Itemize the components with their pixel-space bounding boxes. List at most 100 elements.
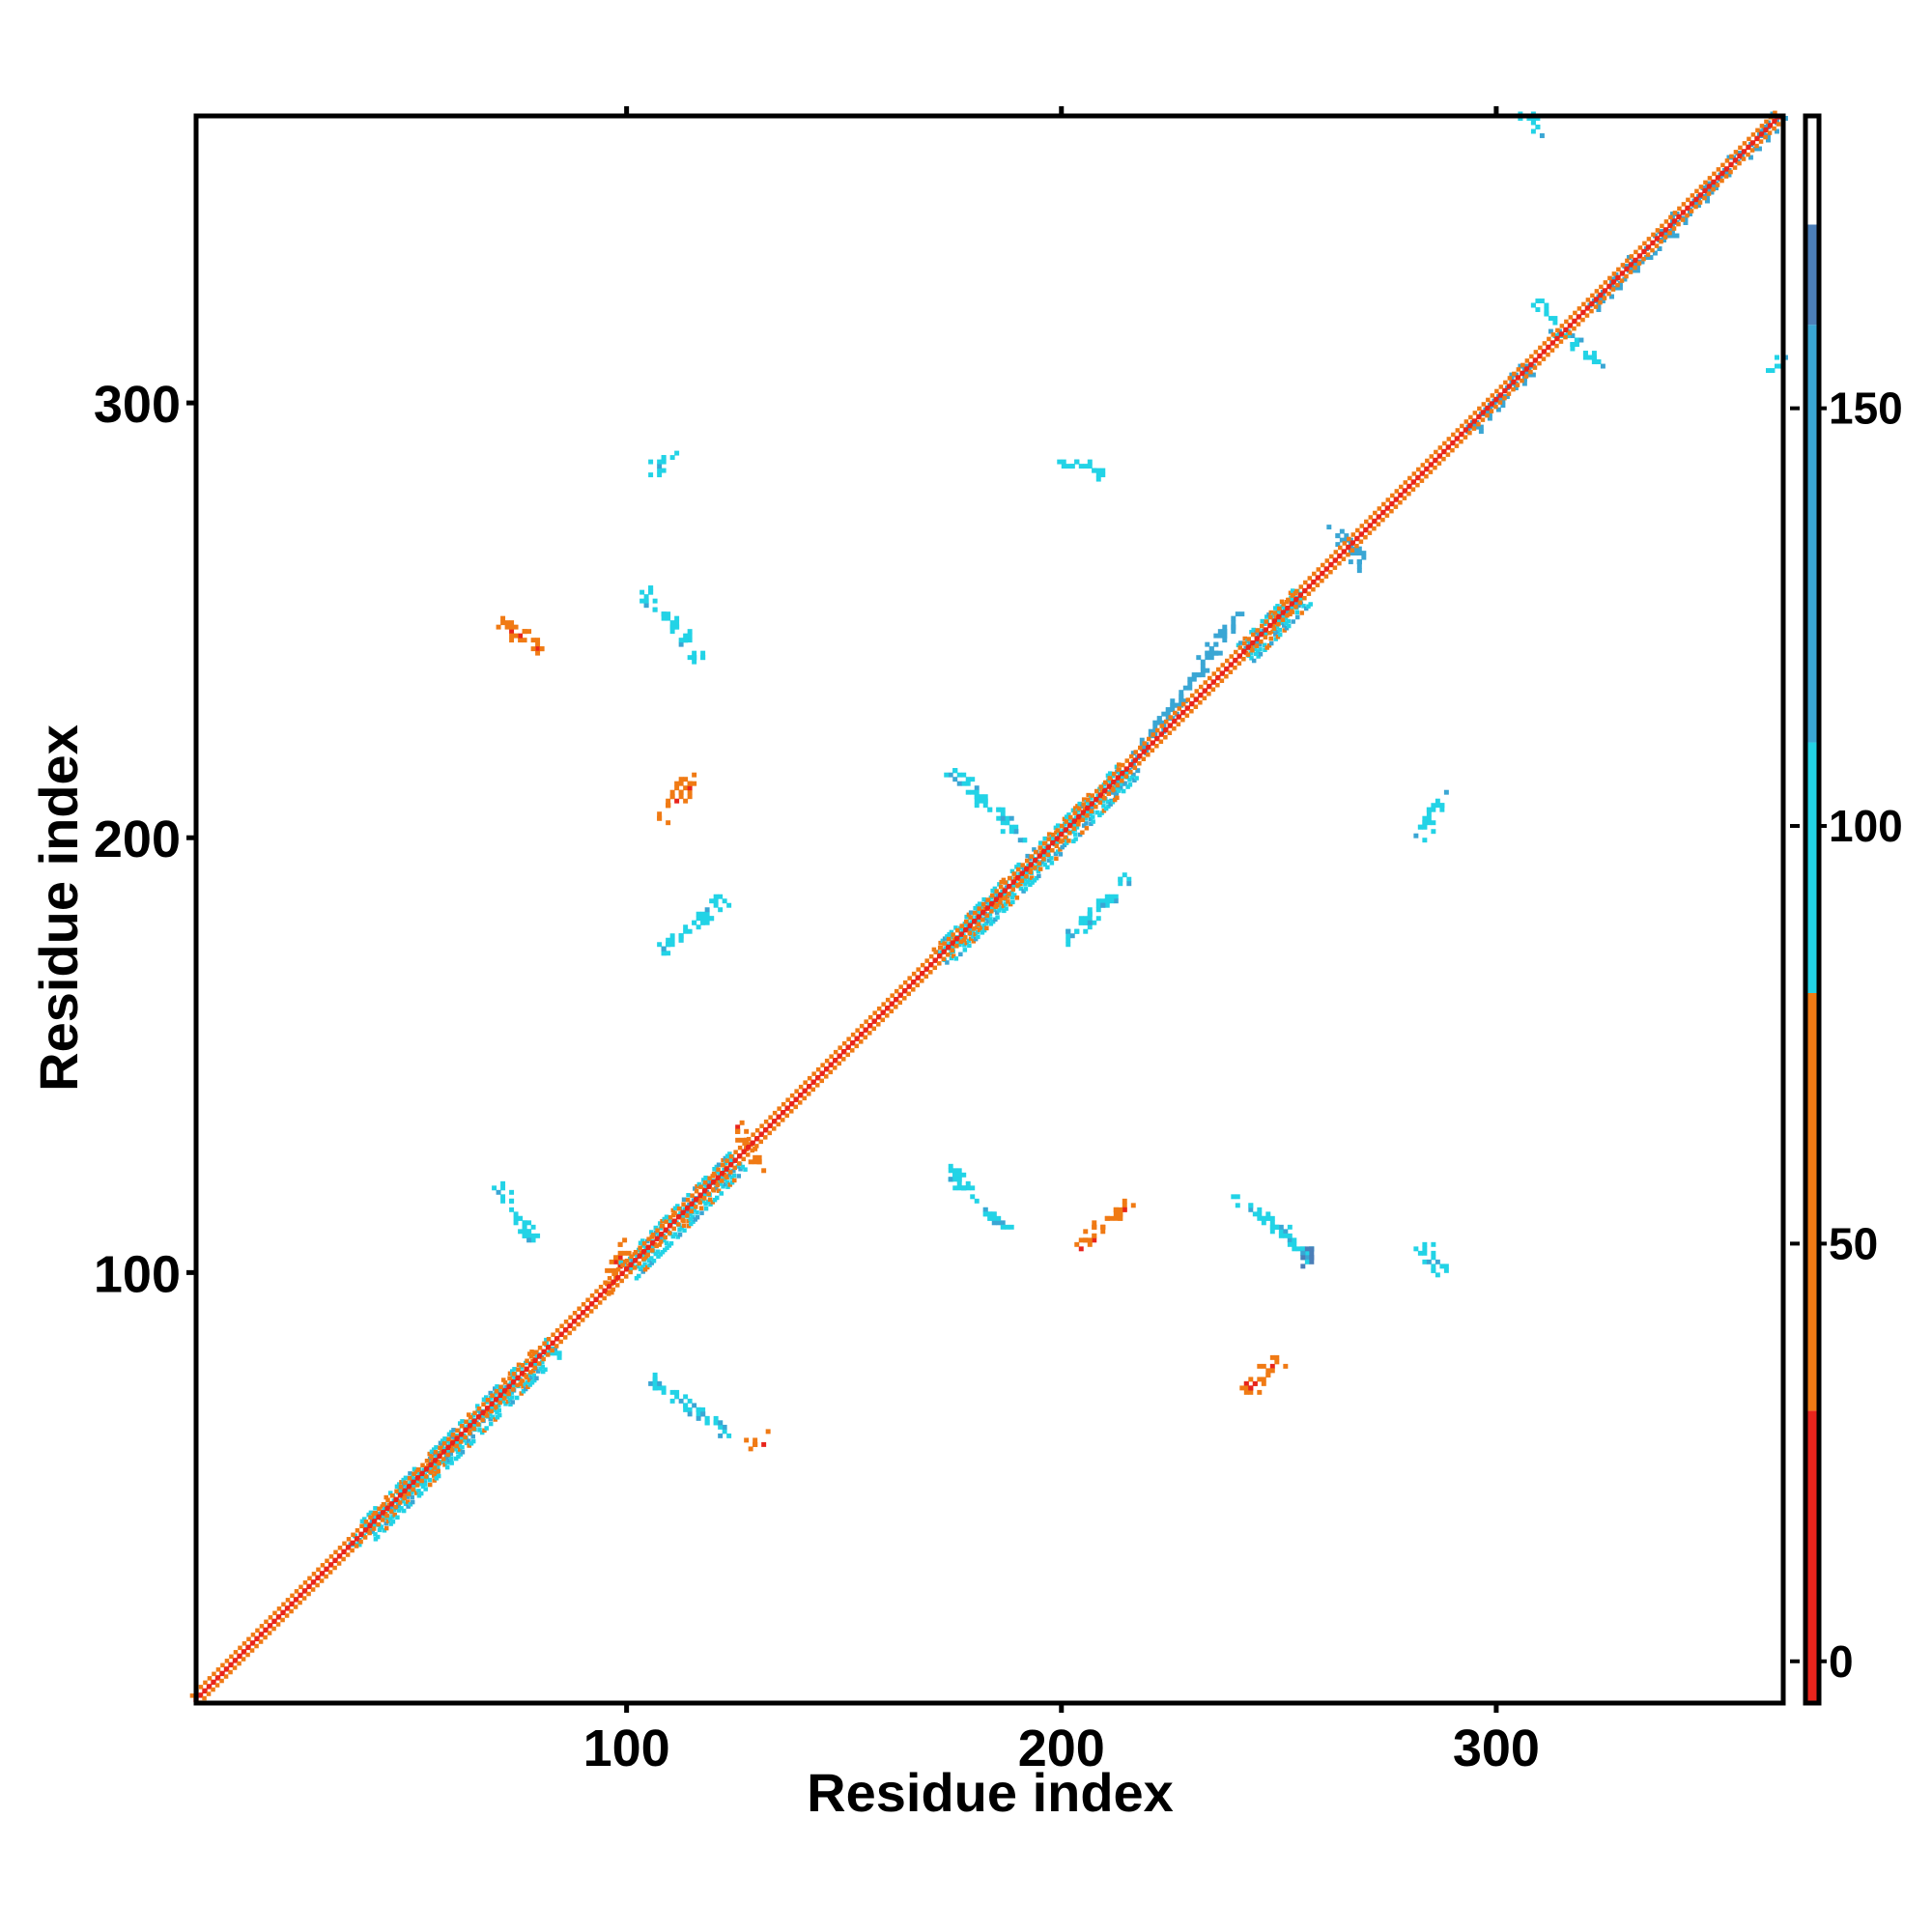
diagonal-cell: [640, 1249, 647, 1255]
contact-cell: [669, 942, 675, 948]
contact-cell: [500, 620, 506, 626]
diagonal-cell: [1202, 688, 1208, 694]
diagonal-cell: [614, 1283, 620, 1288]
diagonal-cell: [1549, 340, 1556, 346]
diagonal-cell: [1754, 143, 1759, 149]
contact-cell: [956, 1180, 962, 1186]
contact-cell: [704, 1420, 710, 1426]
band-cell: [736, 1174, 742, 1179]
contact-cell: [1208, 650, 1214, 656]
band-cell: [448, 1430, 454, 1435]
diagonal-cell: [224, 1659, 230, 1663]
diagonal-cell: [1629, 254, 1634, 259]
diagonal-cell: [1671, 218, 1678, 224]
contact-cell: [652, 598, 658, 604]
diagonal-cell: [833, 1057, 838, 1064]
contact-cell: [1565, 333, 1571, 339]
contact-cell: [666, 951, 671, 956]
band-cell: [636, 1264, 640, 1269]
diagonal-cell: [346, 1537, 352, 1542]
diagonal-cell: [736, 1161, 742, 1166]
band-cell: [436, 1473, 441, 1479]
diagonal-cell: [1151, 732, 1156, 737]
contact-cell: [692, 659, 697, 665]
contact-cell: [1435, 803, 1440, 809]
contact-cell: [987, 1215, 993, 1221]
contact-cell: [948, 1177, 953, 1182]
band-cell: [686, 1218, 691, 1224]
diagonal-cell: [406, 1492, 412, 1496]
band-cell: [389, 1505, 394, 1510]
diagonal-cell: [1024, 866, 1030, 872]
contact-cell: [1535, 298, 1541, 304]
diagonal-cell: [493, 1405, 498, 1409]
diagonal-cell: [325, 1558, 329, 1564]
band-cell: [507, 1397, 513, 1403]
diagonal-cell: [1434, 449, 1438, 455]
diagonal-cell: [1184, 705, 1191, 711]
diagonal-cell: [454, 1443, 459, 1449]
diagonal-cell: [1332, 557, 1339, 563]
diagonal-cell: [484, 1413, 490, 1418]
diagonal-cell: [1515, 383, 1520, 387]
diagonal-cell: [203, 1680, 208, 1686]
diagonal-cell: [810, 1087, 815, 1093]
contact-cell: [657, 459, 663, 465]
diagonal-cell: [527, 1370, 533, 1375]
diagonal-cell: [585, 1297, 590, 1302]
diagonal-cell: [1141, 756, 1147, 762]
contact-cell: [1100, 898, 1106, 904]
contact-cell: [1009, 829, 1014, 835]
diagonal-cell: [1393, 497, 1400, 502]
diagonal-cell: [1690, 193, 1695, 198]
band-cell: [690, 1214, 696, 1219]
contact-cell: [956, 1172, 962, 1178]
diagonal-cell: [863, 1035, 868, 1040]
x-axis-title: Residue index: [807, 1762, 1174, 1823]
diagonal-cell: [793, 1104, 798, 1110]
diagonal-cell: [823, 1065, 830, 1072]
contact-cell: [1292, 1246, 1297, 1252]
diagonal-cell: [550, 1348, 554, 1353]
contact-cell: [1083, 928, 1089, 934]
contact-cell: [1208, 655, 1214, 661]
band-cell: [1279, 620, 1284, 626]
diagonal-cell: [1689, 201, 1695, 207]
band-cell: [962, 948, 968, 952]
band-cell: [693, 1186, 697, 1191]
contact-cell: [678, 777, 684, 782]
heatmap-layer: [189, 110, 1788, 1705]
contact-cell: [1113, 1211, 1119, 1217]
diagonal-cell: [249, 1648, 255, 1653]
diagonal-cell: [419, 1478, 424, 1484]
diagonal-cell: [606, 1292, 611, 1296]
diagonal-cell: [1663, 219, 1669, 224]
diagonal-cell: [449, 1440, 456, 1446]
contact-cell: [1631, 268, 1636, 273]
contact-cell: [1478, 429, 1484, 435]
band-cell: [1264, 631, 1268, 636]
diagonal-cell: [671, 1226, 676, 1232]
diagonal-cell: [1520, 370, 1525, 377]
contact-cell: [1104, 894, 1110, 899]
band-cell: [699, 1210, 704, 1215]
contact-cell: [683, 924, 689, 930]
diagonal-cell: [946, 944, 952, 951]
contact-cell: [1574, 342, 1579, 348]
diagonal-cell: [1067, 814, 1073, 820]
diagonal-cell: [306, 1583, 312, 1590]
contact-cell: [1265, 1215, 1271, 1221]
diagonal-cell: [951, 932, 955, 937]
diagonal-cell: [536, 1361, 542, 1366]
diagonal-cell: [242, 1641, 247, 1646]
contact-cell: [979, 798, 984, 804]
diagonal-cell: [1651, 232, 1656, 238]
contact-cell: [687, 781, 693, 786]
diagonal-cell: [1033, 849, 1038, 855]
contact-cell: [1487, 415, 1492, 421]
diagonal-cell: [1677, 206, 1682, 212]
diagonal-cell: [1320, 578, 1324, 583]
diagonal-cell: [776, 1122, 781, 1127]
diagonal-cell: [1615, 274, 1621, 281]
diagonal-cell: [241, 1649, 247, 1655]
